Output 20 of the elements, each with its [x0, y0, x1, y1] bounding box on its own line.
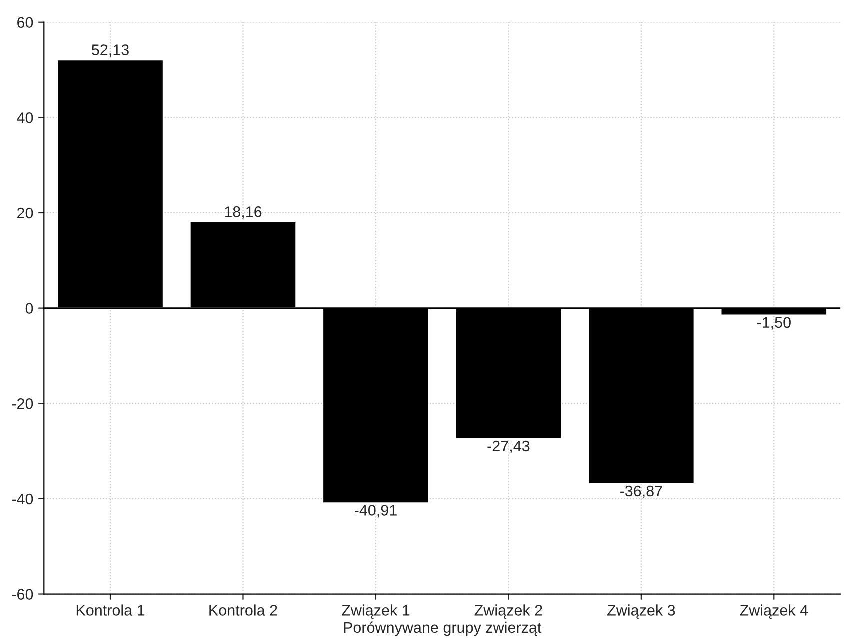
y-tick-label: -60	[12, 589, 34, 600]
y-tick-label: -40	[12, 494, 34, 505]
data-label: -36,87	[620, 486, 662, 498]
data-label: 52,13	[92, 44, 129, 58]
x-tick-label: Kontrola 1	[76, 604, 145, 616]
y-tick-label: 20	[18, 208, 34, 219]
x-tick-label: Kontrola 2	[210, 604, 278, 616]
x-tick-label: Związek 2	[474, 604, 542, 619]
y-tick-label: 0	[26, 303, 34, 314]
x-tick-label: Związek 3	[608, 604, 676, 619]
x-tick-label: Związek 4	[740, 604, 808, 619]
y-tick-label: 60	[18, 17, 34, 28]
y-tick-label: -20	[12, 398, 34, 410]
x-axis-title: Porównywane grupy zwierząt	[344, 622, 542, 636]
data-label: -1,50	[757, 317, 791, 330]
data-label: -27,43	[488, 440, 530, 454]
y-tick-label: 40	[17, 112, 34, 124]
data-label: -40,91	[354, 505, 397, 518]
data-label: 18,16	[225, 206, 262, 220]
x-tick-label: Związek 1	[342, 604, 410, 619]
